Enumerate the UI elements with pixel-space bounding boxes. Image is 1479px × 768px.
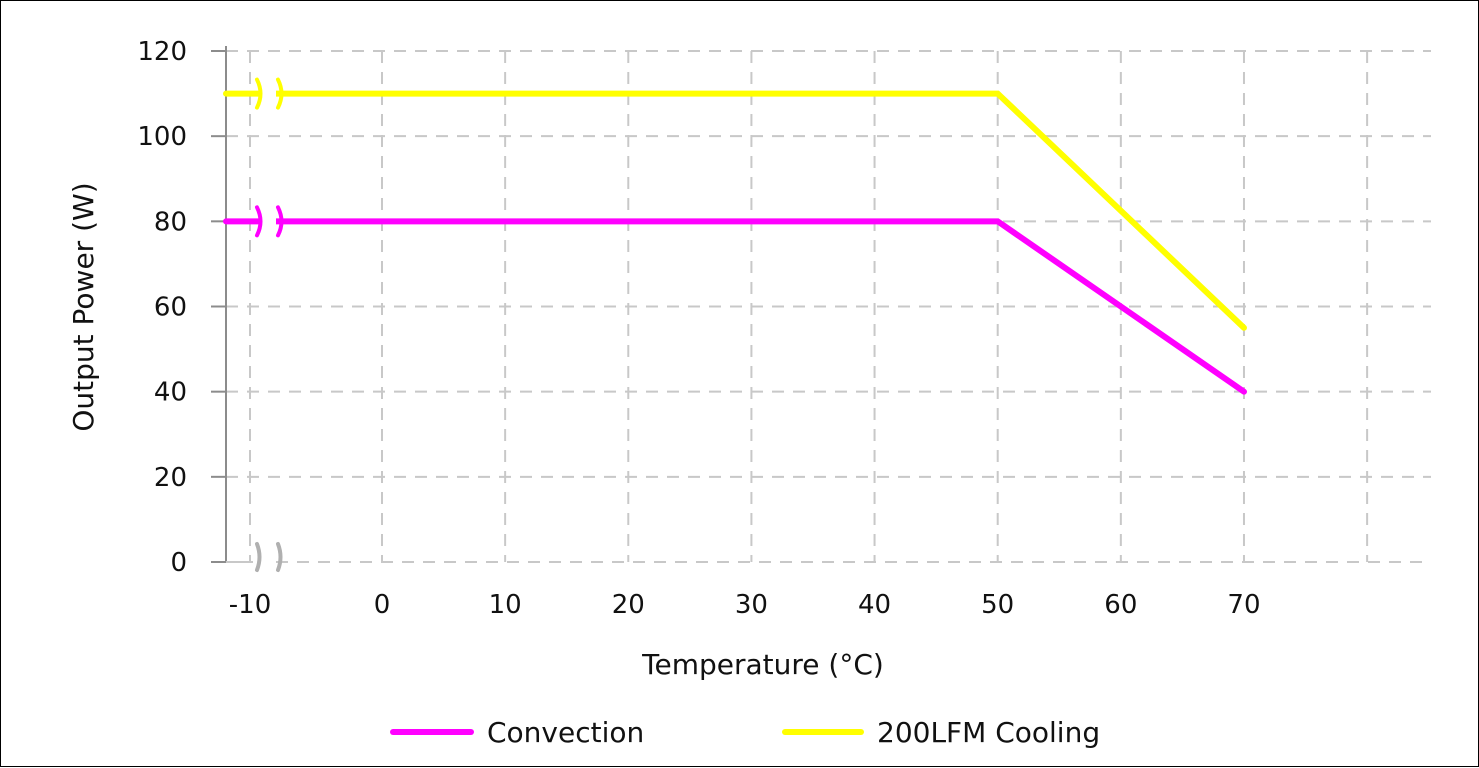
axis-break-gap: [259, 85, 276, 102]
y-axis-title: Output Power (W): [67, 182, 100, 431]
series-line-0: [223, 218, 1247, 395]
y-tick-label: 80: [154, 207, 187, 237]
series-lines: [223, 90, 1247, 395]
legend-label-convection: Convection: [487, 716, 644, 749]
axis-break-gap: [259, 213, 276, 230]
legend: Convection 200LFM Cooling: [390, 716, 1100, 749]
axis-break-mark: [255, 77, 263, 110]
x-tick-label: 50: [981, 590, 1014, 620]
x-tick-label: 40: [858, 590, 891, 620]
x-tick-label: 60: [1104, 590, 1137, 620]
x-tick-label: 30: [735, 590, 768, 620]
axis-break-mark: [255, 542, 262, 572]
x-axis-title: Temperature (°C): [641, 648, 884, 681]
axis-break-mark: [276, 542, 283, 572]
x-tick-label: 70: [1227, 590, 1260, 620]
axis-break-gap: [259, 554, 276, 570]
x-tick-label: 20: [612, 590, 645, 620]
y-tick-label: 0: [170, 548, 187, 578]
axis-break-mark: [276, 205, 284, 238]
y-tick-label: 20: [154, 463, 187, 493]
y-tick-label: 40: [154, 378, 187, 408]
legend-label-200lfm: 200LFM Cooling: [877, 716, 1100, 749]
series-line-1: [223, 90, 1247, 331]
x-axis: -10 0 10 20 30 40 50 60 70: [226, 561, 1431, 620]
x-tick-label: 10: [489, 590, 522, 620]
axis-break-mark: [255, 205, 263, 238]
grid: [226, 50, 1431, 562]
axis-break-mark: [276, 77, 284, 110]
y-tick-label: 60: [154, 293, 187, 323]
y-axis: 0 20 40 60 80 100 120: [137, 37, 227, 578]
x-tick-label: 0: [374, 590, 391, 620]
y-tick-label: 100: [137, 122, 187, 152]
y-tick-label: 120: [137, 37, 187, 67]
axis-break-marks: [255, 77, 284, 572]
x-tick-label: -10: [229, 590, 271, 620]
